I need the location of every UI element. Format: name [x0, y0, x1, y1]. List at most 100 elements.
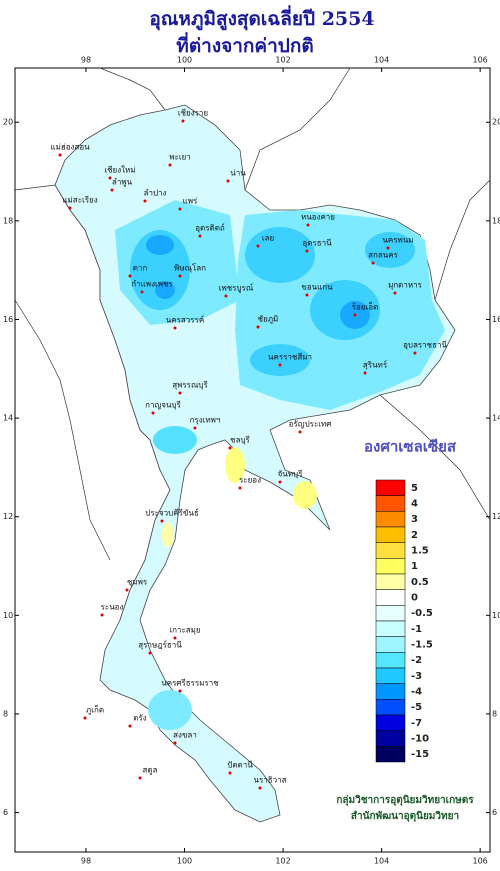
station-dot [128, 274, 132, 278]
lat-tick-label: 14 [3, 414, 13, 423]
legend-swatch [375, 605, 406, 622]
lon-tick-label: 104 [374, 56, 389, 65]
legend-label: 0 [411, 593, 418, 604]
lat-tick-label: 16 [492, 315, 500, 324]
place-label: ลำปาง [144, 189, 167, 198]
place-label: เพชรบูรณ์ [219, 283, 254, 294]
station-dot [224, 294, 228, 298]
legend-swatch [375, 589, 406, 606]
station-dot [178, 274, 182, 278]
station-dot [393, 291, 397, 295]
legend-label: -0.5 [411, 608, 433, 619]
legend-swatch [375, 479, 406, 496]
place-label: นครสวรรค์ [166, 315, 204, 325]
station-dot [363, 371, 367, 375]
station-dot [413, 351, 417, 355]
station-dot [138, 776, 142, 780]
station-dot [143, 199, 147, 203]
lon-tick-label: 98 [81, 857, 91, 866]
lat-tick-label: 8 [3, 709, 8, 718]
station-dot [258, 786, 262, 790]
title-line: อุณหภูมิสูงสุดเฉลี่ยปี 2554 [149, 5, 374, 31]
place-label: จันทบุรี [278, 470, 304, 479]
lon-tick-label: 100 [177, 857, 192, 866]
lon-tick-label: 104 [374, 857, 389, 866]
station-dot [178, 689, 182, 693]
legend-swatch [375, 714, 406, 731]
station-dot [68, 206, 72, 210]
lat-tick-label: 6 [3, 808, 8, 817]
place-label: ลำพูน [112, 178, 133, 188]
place-label: ปัตตานี [227, 761, 253, 770]
legend-swatch [375, 730, 406, 747]
place-label: กำแพงเพชร [131, 280, 173, 289]
place-label: สุพรรณบุรี [172, 381, 208, 390]
station-dot [83, 716, 87, 720]
station-dot [298, 430, 302, 434]
legend-label: 2 [411, 530, 418, 541]
legend-label: 0.5 [411, 577, 429, 588]
legend-label: 3 [411, 514, 418, 525]
station-dot [140, 290, 144, 294]
station-dot [178, 391, 182, 395]
place-label: หนองคาย [301, 213, 335, 222]
station-dot [128, 724, 132, 728]
place-label: อรัญประเทศ [289, 420, 332, 429]
station-dot [228, 446, 232, 450]
legend-swatch [375, 667, 406, 684]
legend-swatch [375, 683, 406, 700]
place-label: ตาก [133, 264, 148, 273]
place-label: มุกดาหาร [388, 281, 423, 290]
lat-tick-label: 20 [492, 118, 500, 127]
lat-tick-label: 8 [492, 709, 497, 718]
legend-swatch [375, 699, 406, 716]
place-label: ชลบุรี [230, 436, 250, 445]
place-label: ระนอง [101, 603, 124, 612]
station-dot [353, 313, 357, 317]
legend-label: -15 [411, 749, 429, 760]
place-label: ประจวบคีรีขันธ์ [145, 508, 199, 518]
legend-label: -3 [411, 671, 422, 682]
legend-swatch [375, 558, 406, 575]
lat-tick-label: 12 [492, 512, 500, 521]
station-dot [100, 613, 104, 617]
station-dot [168, 163, 172, 167]
station-dot [198, 234, 202, 238]
legend-swatch [375, 620, 406, 637]
legend-label: -1.5 [411, 640, 433, 651]
legend-label: -2 [411, 655, 422, 666]
station-dot [125, 588, 129, 592]
lat-tick-label: 18 [492, 216, 500, 225]
place-label: แพร่ [183, 197, 198, 206]
place-label: นราธิวาส [253, 776, 286, 785]
place-label: ภูเก็ต [86, 705, 104, 716]
station-dot [193, 426, 197, 430]
station-dot [305, 249, 309, 253]
place-label: ชัยภูมิ [258, 315, 279, 325]
place-label: อุตรดิตถ์ [195, 223, 225, 233]
lon-tick-label: 102 [275, 857, 290, 866]
lon-tick-label: 100 [177, 56, 192, 65]
legend-label: -5 [411, 702, 422, 713]
place-label: ตรัง [133, 714, 146, 723]
place-label: เชียงราย [178, 109, 208, 118]
lat-tick-label: 10 [3, 611, 13, 620]
station-dot [110, 188, 114, 192]
station-dot [256, 244, 260, 248]
lon-tick-label: 106 [473, 56, 488, 65]
station-dot [371, 261, 375, 265]
place-label: สุรินทร์ [363, 360, 388, 370]
temperature-shading [115, 200, 445, 730]
legend-label: -10 [411, 734, 429, 745]
place-label: แม่ฮ่องสอน [50, 143, 90, 152]
place-label: แม่สะเรียง [62, 196, 97, 205]
lat-tick-label: 18 [3, 216, 13, 225]
station-dot [226, 179, 230, 183]
place-label: นครราชสีมา [268, 353, 312, 362]
legend-label: -1 [411, 624, 422, 635]
station-dot [173, 636, 177, 640]
place-label: ร้อยเอ็ด [352, 302, 379, 312]
lat-tick-label: 16 [3, 315, 13, 324]
credit-line: สำนักพัฒนาอุตุนิยมวิทยา [351, 810, 459, 822]
